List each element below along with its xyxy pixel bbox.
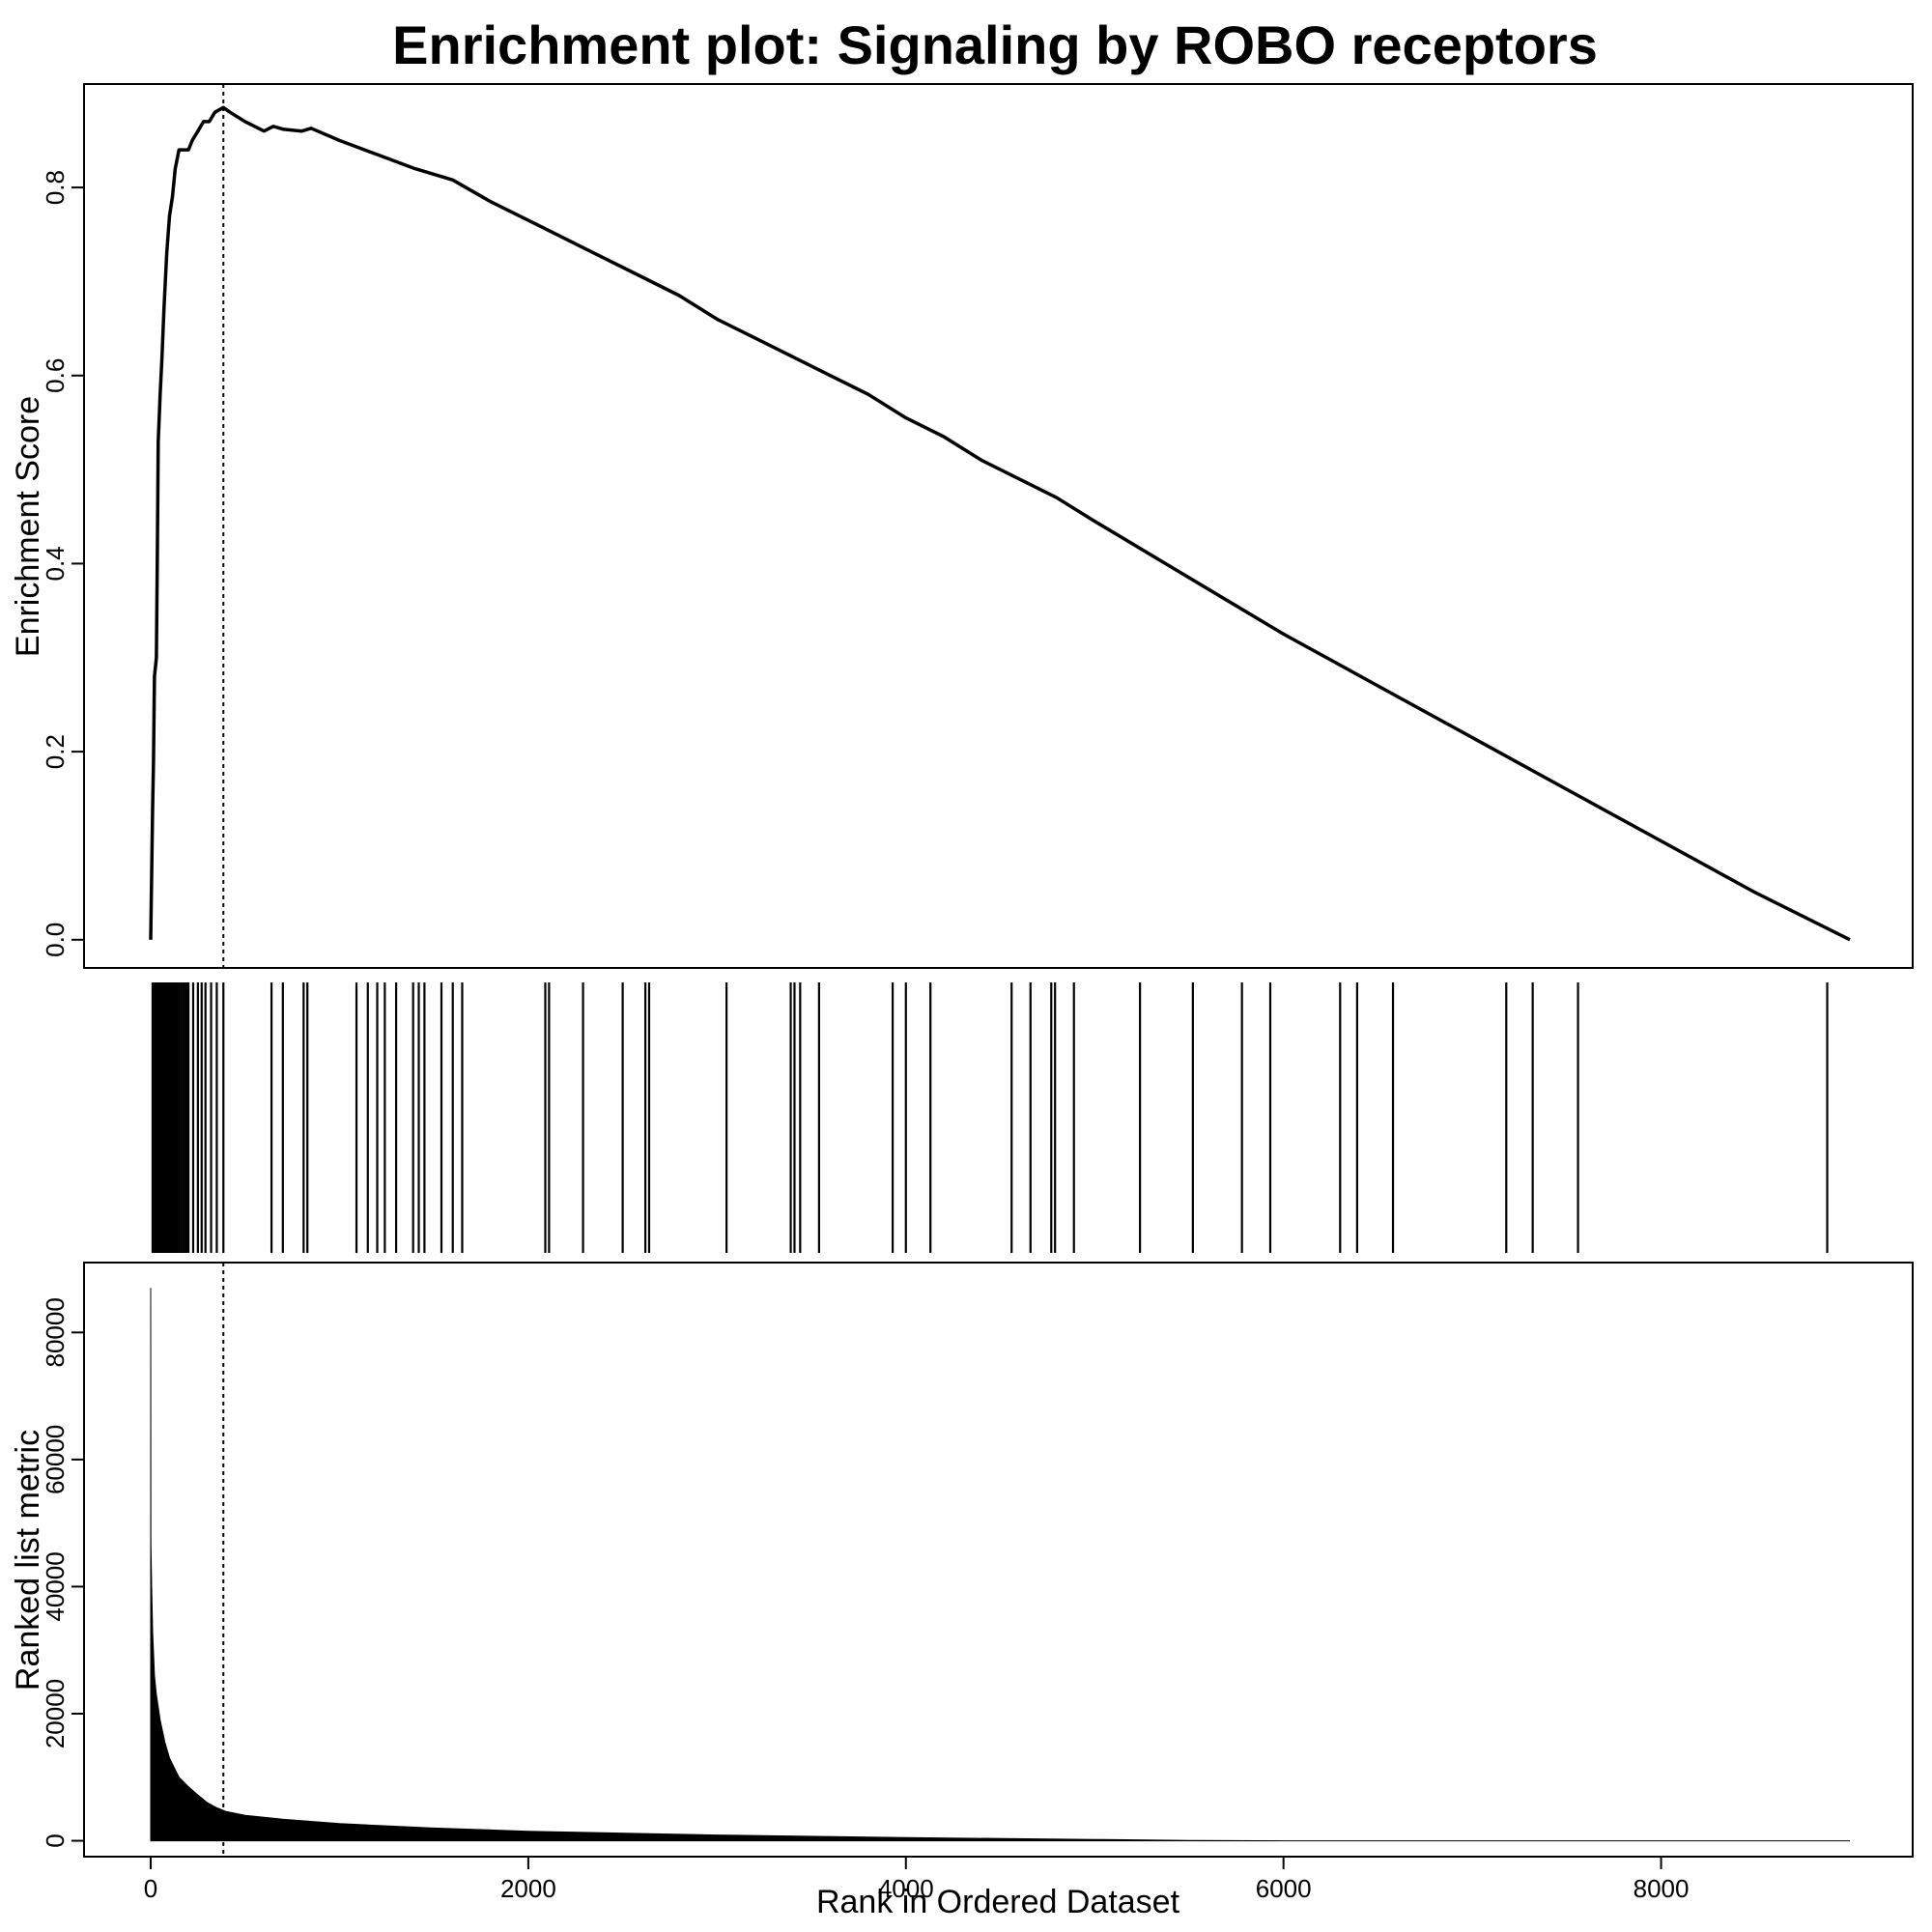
x-tick-label: 8000	[1634, 1874, 1690, 1903]
x-tick-label: 4000	[878, 1874, 934, 1903]
x-tick-label: 2000	[500, 1874, 556, 1903]
enrichment-y-tick-label: 0.2	[41, 734, 70, 769]
ranked-y-axis-label: Ranked list metric	[10, 1430, 46, 1690]
ranked-y-axis: 0 20000 40000 60000 80000	[41, 1297, 84, 1848]
ranked-y-tick-label: 40000	[41, 1551, 70, 1621]
enrichment-score-panel: 0.0 0.2 0.4 0.6 0.8 Enrichment Score	[10, 83, 1914, 969]
enrichment-y-tick-label: 0.0	[41, 923, 70, 957]
enrichment-panel-frame	[83, 83, 1914, 969]
ranked-y-tick-label: 0	[41, 1833, 70, 1847]
enrichment-y-tick-label: 0.6	[41, 358, 70, 393]
x-axis-label: Rank in Ordered Dataset	[816, 1884, 1180, 1920]
gene-set-hits-panel	[151, 982, 1829, 1253]
ranked-panel-frame	[83, 1262, 1914, 1858]
rank-x-axis: 0 2000 4000 6000 8000	[144, 1857, 1690, 1903]
enrichment-score-curve	[149, 105, 1851, 942]
enrichment-y-tick-label: 0.8	[41, 170, 70, 205]
chart-title: Enrichment plot: Signaling by ROBO recep…	[392, 14, 1598, 75]
x-tick-label: 0	[144, 1874, 157, 1903]
enrichment-y-tick-label: 0.4	[41, 546, 70, 581]
enrichment-y-axis-label: Enrichment Score	[10, 396, 46, 657]
ranked-y-tick-label: 20000	[41, 1679, 70, 1748]
ranked-y-tick-label: 60000	[41, 1425, 70, 1494]
x-tick-label: 6000	[1256, 1874, 1312, 1903]
enrichment-y-axis: 0.0 0.2 0.4 0.6 0.8	[41, 170, 84, 957]
ranked-y-tick-label: 80000	[41, 1297, 70, 1367]
ranked-metric-area	[150, 1288, 1850, 1842]
